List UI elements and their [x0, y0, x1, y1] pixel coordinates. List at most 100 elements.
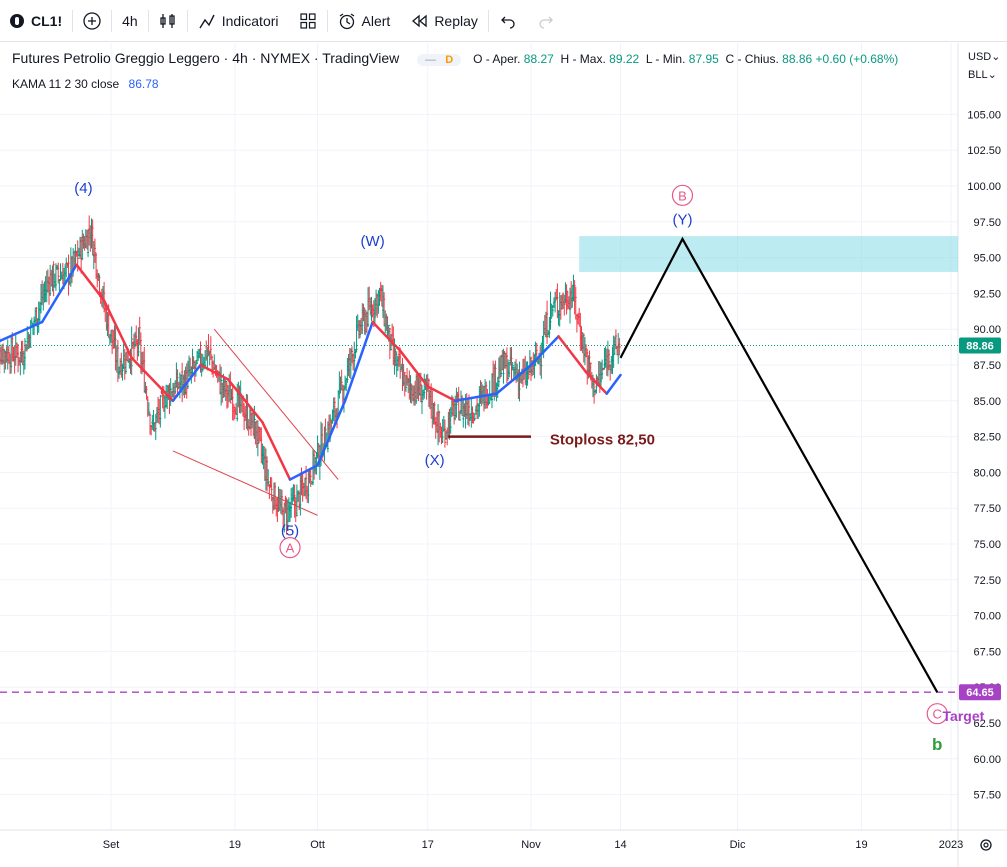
kama-segment — [495, 363, 533, 395]
wave-label: (Y) — [672, 212, 692, 229]
price-tick-label: 57.50 — [973, 790, 1001, 802]
indicator-name: KAMA 11 2 30 close — [12, 77, 120, 91]
chart-type-button[interactable] — [149, 0, 187, 42]
toolbar-divider — [487, 9, 489, 32]
wave-circle-label: C — [933, 707, 942, 722]
undo-icon — [500, 16, 515, 29]
gear-ring — [980, 839, 992, 851]
kama-segment — [426, 385, 457, 403]
kama-segment — [288, 463, 319, 481]
price-tick-label: 100.00 — [967, 181, 1001, 193]
last-price-badge — [959, 337, 1001, 354]
low-value: 87.95 — [688, 52, 719, 66]
symbol-label: CL1! — [31, 12, 63, 29]
target-label: Target — [943, 708, 985, 724]
toolbar-divider — [72, 9, 74, 32]
wave-circle — [279, 536, 301, 559]
kama-segment — [226, 378, 264, 424]
wave-annotations: (4) (W) (X) (5) A (Y) B Cb Stoploss 82,50 Target — [74, 180, 984, 754]
kama-segment — [102, 299, 133, 360]
price-tick-label: 85.00 — [973, 396, 1001, 408]
kama-segment — [171, 363, 202, 403]
redo-icon — [539, 16, 553, 29]
candles-icon — [160, 13, 175, 28]
badge-toggle[interactable]: — D — [417, 54, 462, 66]
wave-label: (5) — [281, 522, 299, 539]
gear-center — [983, 842, 989, 848]
undo-button[interactable] — [489, 0, 527, 42]
chevron-down-icon: ⌄ — [987, 69, 997, 81]
layouts-button[interactable] — [289, 0, 327, 42]
time-axis: Set 19 Ott 17 Nov 14 Dic 19 2023 — [103, 839, 964, 851]
plus-circle-icon — [83, 11, 101, 30]
price-tick-label: 72.50 — [973, 575, 1001, 587]
price-tick-label: 60.00 — [973, 754, 1001, 766]
interval-button[interactable]: 4h — [112, 0, 148, 42]
unit-label: BLL — [968, 69, 988, 81]
currency-selector[interactable]: USD⌄ BLL⌄ — [968, 48, 1000, 84]
open-value: 88.27 — [523, 52, 554, 66]
price-tick-label: 70.00 — [973, 611, 1001, 623]
price-tick-label: 97.50 — [973, 217, 1001, 229]
price-tick-label: 77.50 — [973, 503, 1001, 515]
kama-segment — [75, 263, 106, 302]
candles — [0, 215, 621, 535]
kama-segment — [0, 320, 44, 343]
price-tick-label: 92.50 — [973, 288, 1001, 300]
price-tick-label: 95.00 — [973, 253, 1001, 265]
alert-button[interactable]: Alert — [328, 0, 401, 42]
wave-label: (W) — [361, 233, 385, 250]
low-label: L - Min. — [645, 52, 686, 66]
time-tick-label: Set — [103, 839, 120, 851]
grid-icon — [299, 12, 316, 29]
toolbar-divider — [326, 9, 328, 32]
redo-button[interactable] — [527, 0, 565, 42]
symbol-button[interactable]: CL1! — [0, 0, 72, 42]
close-label: C - Chius. — [725, 52, 779, 66]
projection-path — [619, 236, 939, 693]
kama-segment — [316, 399, 347, 467]
stoploss-label: Stoploss 82,50 — [550, 431, 655, 448]
last-price-label: 88.86 — [966, 341, 994, 353]
target-price-badge — [959, 684, 1001, 701]
indicators-button[interactable]: Indicatori — [188, 0, 289, 42]
kama-line — [0, 263, 622, 481]
add-symbol-button[interactable] — [73, 0, 111, 42]
replay-label: Replay — [434, 12, 478, 29]
kama-segment — [454, 392, 498, 403]
chevron-down-icon: ⌄ — [991, 51, 1001, 63]
ohlc-values: O - Aper. 88.27 H - Max. 89.22 L - Min. … — [473, 52, 898, 66]
indicator-legend[interactable]: KAMA 11 2 30 close 86.78 — [12, 77, 159, 91]
price-tick-label: 87.50 — [973, 360, 1001, 372]
toolbar-divider — [147, 9, 149, 32]
chart-legend: Futures Petrolio Greggio Leggero · 4h · … — [12, 50, 898, 66]
gear-icon — [980, 839, 992, 851]
close-value: 88.86 — [782, 52, 813, 66]
time-tick-label: 14 — [614, 839, 626, 851]
price-tick-label: 67.50 — [973, 646, 1001, 658]
chart-title: Futures Petrolio Greggio Leggero · 4h · … — [12, 50, 400, 66]
high-value: 89.22 — [609, 52, 640, 66]
price-tick-label: 75.00 — [973, 539, 1001, 551]
alarm-clock-icon — [339, 12, 354, 29]
kama-segment — [557, 335, 588, 374]
price-tick-label: 90.00 — [973, 324, 1001, 336]
top-toolbar: CL1! 4h Indicatori Alert Replay — [0, 0, 1007, 42]
high-label: H - Max. — [560, 52, 606, 66]
time-tick-label: Nov — [521, 839, 541, 851]
alert-label: Alert — [361, 12, 391, 29]
resistance-zone — [579, 236, 958, 272]
kama-segment — [130, 356, 175, 403]
price-tick-label: 102.50 — [967, 145, 1001, 157]
symbol-logo-icon — [10, 13, 24, 28]
target-price-label: 64.65 — [966, 687, 994, 699]
price-tick-label: 82.50 — [973, 432, 1001, 444]
time-tick-label: Ott — [310, 839, 325, 851]
replay-button[interactable]: Replay — [400, 0, 488, 42]
time-tick-label: Dic — [730, 839, 746, 851]
toolbar-divider — [111, 9, 113, 32]
kama-segment — [343, 320, 374, 403]
kama-segment — [398, 349, 429, 388]
interval-label: 4h — [122, 12, 138, 29]
